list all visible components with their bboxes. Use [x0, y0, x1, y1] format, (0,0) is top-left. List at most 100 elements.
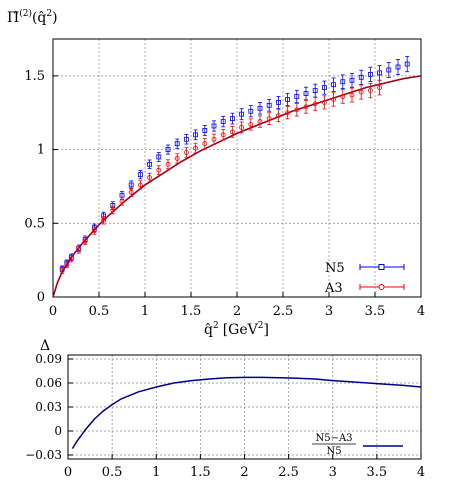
- bottom-x-tick-label: 2.5: [278, 465, 299, 480]
- data-point: [92, 228, 97, 234]
- bottom-x-tick-label: 3: [329, 465, 337, 480]
- data-point: [193, 145, 199, 151]
- data-point: [193, 132, 199, 138]
- data-point: [321, 85, 327, 91]
- data-point: [156, 167, 162, 173]
- data-point: [303, 91, 309, 96]
- data-point: [285, 97, 291, 102]
- top-y-tick-label: 0.5: [24, 216, 45, 231]
- data-point: [220, 132, 226, 138]
- data-point: [266, 102, 272, 108]
- data-point: [137, 182, 143, 188]
- data-point: [285, 110, 291, 116]
- data-point: [321, 99, 327, 105]
- data-point: [239, 111, 245, 117]
- legend-label-a3: A3: [324, 281, 343, 296]
- data-point: [275, 99, 281, 105]
- data-point: [128, 189, 134, 195]
- top-x-tick-label: 3.5: [365, 304, 386, 319]
- data-point: [119, 198, 125, 204]
- data-point: [64, 262, 70, 267]
- ylabel-close: ): [52, 10, 57, 26]
- data-point: [220, 119, 226, 124]
- data-point: [257, 119, 263, 124]
- data-point: [229, 129, 235, 135]
- data-point: [183, 136, 189, 142]
- legend-label-n5: N5: [325, 261, 345, 276]
- data-point: [156, 154, 162, 160]
- data-point: [110, 207, 116, 213]
- top-grid: [53, 39, 421, 297]
- data-point: [358, 89, 364, 95]
- data-point: [312, 88, 318, 93]
- data-point: [137, 172, 143, 178]
- ylabel-sup: (2): [19, 8, 32, 19]
- bottom-x-tick-label: 4: [417, 465, 425, 480]
- data-point: [349, 77, 355, 83]
- data-point: [331, 97, 337, 102]
- data-point: [275, 113, 281, 119]
- bottom-y-tick-label: 0.06: [35, 376, 62, 390]
- bottom-x-tick-label: 2: [240, 465, 248, 480]
- data-point: [174, 141, 180, 147]
- top-x-tick-label: 2: [233, 304, 241, 319]
- top-y-tick-label: 1: [37, 143, 45, 158]
- data-point: [404, 61, 410, 67]
- top-series-group: [59, 55, 410, 274]
- bottom-series-group: [71, 376, 422, 449]
- data-point: [101, 217, 106, 223]
- top-y-tick-label: 1.5: [24, 69, 45, 84]
- top-y-tick-label: 0: [37, 290, 45, 305]
- ylabel-argsup: 2: [46, 9, 52, 19]
- xlabel-unit: [GeV: [223, 322, 259, 338]
- bottom-y-tick-label: −0.03: [25, 448, 62, 462]
- bottom-x-tick-label: 0.5: [102, 465, 123, 480]
- data-point: [183, 150, 189, 155]
- data-point: [211, 136, 217, 142]
- data-point: [377, 70, 383, 76]
- data-point: [165, 147, 171, 152]
- data-point: [165, 161, 171, 167]
- data-point: [257, 105, 263, 111]
- xlabel-unitsup: 2: [258, 321, 264, 331]
- top-x-tick-label: 0: [49, 304, 57, 319]
- legend-marker: [378, 264, 385, 270]
- legend-marker: [378, 284, 385, 290]
- bottom-x-tick-label: 0: [64, 465, 72, 480]
- data-point: [358, 74, 364, 80]
- top-x-tick-label: 3: [325, 304, 333, 319]
- data-point: [82, 238, 88, 244]
- bottom-y-tick-label: 0.09: [35, 352, 62, 366]
- bottom-x-tick-label: 3.5: [367, 465, 388, 480]
- top-legend: N5 A3: [324, 261, 405, 296]
- top-fit-curve-group: [52, 75, 422, 298]
- data-point: [294, 94, 300, 99]
- data-point: [147, 161, 153, 167]
- data-point: [202, 128, 208, 133]
- data-point: [248, 108, 254, 114]
- data-point: [312, 101, 318, 107]
- data-point: [229, 116, 235, 122]
- data-point: [395, 64, 401, 70]
- top-ticks: 0 0.5 1 1.5 2 2.5 3 3.5 4 0 0.5 1 1.5: [24, 69, 425, 319]
- ratio-curve: [71, 376, 422, 449]
- bottom-x-tick-label: 1.5: [190, 465, 211, 480]
- bottom-y-tick-label: 0: [54, 424, 62, 438]
- bottom-grid: [68, 355, 421, 459]
- xlabel-sup: 2: [213, 321, 219, 331]
- data-point: [386, 67, 392, 73]
- bottom-y-tick-label: 0.03: [35, 400, 62, 414]
- data-point: [239, 125, 245, 130]
- top-fit-curve: [52, 75, 422, 298]
- data-point: [340, 79, 346, 85]
- data-point: [202, 141, 208, 147]
- data-point: [349, 92, 355, 98]
- xlabel-close: ]: [263, 322, 268, 338]
- data-point: [340, 94, 346, 99]
- ylabel-main: Π̂: [7, 10, 19, 26]
- bottom-y-axis-label: Δ: [40, 338, 50, 354]
- top-x-tick-label: 2.5: [273, 304, 294, 319]
- data-point: [69, 256, 74, 262]
- legend-symbol-a3: [359, 284, 405, 290]
